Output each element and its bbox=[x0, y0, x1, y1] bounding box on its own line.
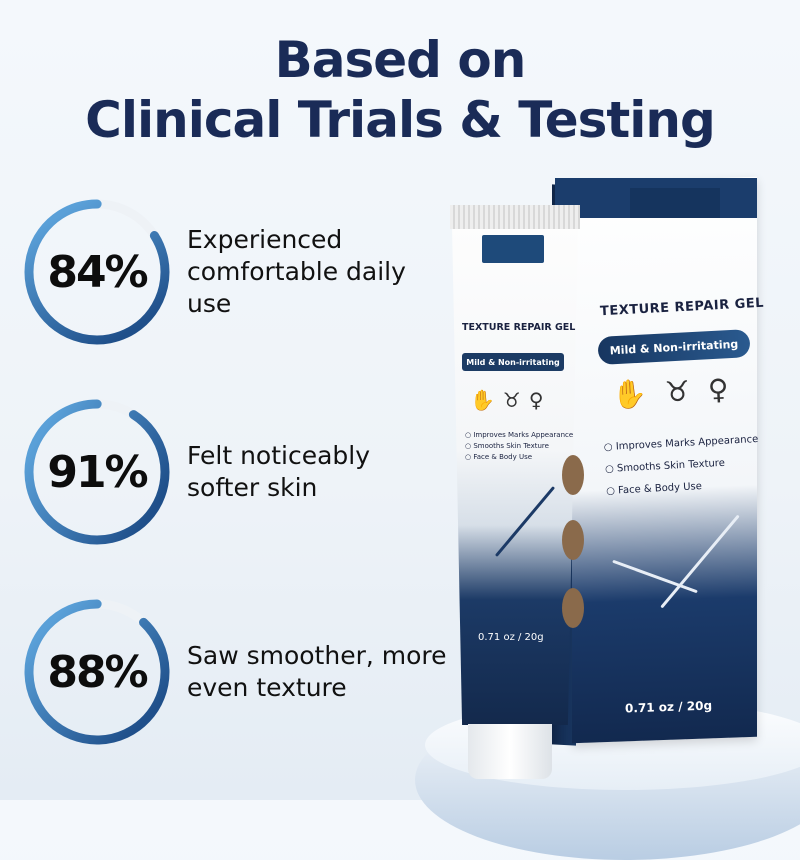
hand-icon: ✋ bbox=[470, 388, 503, 412]
pregnant-body-icon: ♀ bbox=[707, 371, 748, 407]
hand-icon: ✋ bbox=[611, 375, 666, 412]
stat-description: Felt noticeably softer skin bbox=[187, 441, 371, 502]
tube-cap bbox=[468, 724, 552, 779]
box-usage-icons: ✋♉♀ bbox=[611, 372, 747, 412]
stat-item: 91% Felt noticeably softer skin bbox=[22, 397, 402, 547]
gel-swatch bbox=[562, 520, 584, 560]
stat-description: Experienced comfortable daily use bbox=[187, 225, 406, 318]
gel-swatch bbox=[562, 588, 584, 628]
tube-usage-icons: ✋♉♀ bbox=[470, 388, 552, 412]
box-benefits: ○ Improves Marks Appearance ○ Smooths Sk… bbox=[603, 429, 761, 503]
tube-tagline: Mild & Non-irritating bbox=[462, 353, 564, 371]
benefit-item: ○ Improves Marks Appearance bbox=[465, 431, 574, 439]
headline: Based on Clinical Trials & Testing bbox=[0, 30, 800, 150]
hips-icon: ♉ bbox=[664, 373, 709, 409]
progress-ring bbox=[24, 599, 170, 745]
stat-description: Saw smoother, more even texture bbox=[187, 641, 447, 702]
stat-value: 88% bbox=[47, 646, 148, 698]
progress-ring bbox=[24, 399, 170, 545]
progress-ring bbox=[24, 199, 170, 345]
tube-product-name: TEXTURE REPAIR GEL bbox=[462, 322, 576, 333]
box-tab bbox=[630, 188, 720, 218]
gel-swatch bbox=[562, 455, 584, 495]
stat-value: 84% bbox=[47, 246, 148, 298]
tube-crimp bbox=[450, 205, 580, 229]
pregnant-body-icon: ♀ bbox=[528, 388, 552, 412]
tube-window bbox=[482, 235, 544, 263]
benefit-item: ○ Face & Body Use bbox=[465, 453, 533, 461]
hips-icon: ♉ bbox=[502, 388, 529, 412]
stat-item: 84% Experienced comfortable daily use bbox=[22, 197, 406, 347]
stat-value: 91% bbox=[47, 446, 148, 498]
benefit-item: ○ Smooths Skin Texture bbox=[465, 442, 549, 450]
tube-benefits: ○ Improves Marks Appearance ○ Smooths Sk… bbox=[465, 430, 573, 463]
headline-line-2: Clinical Trials & Testing bbox=[85, 91, 716, 149]
product-tube bbox=[452, 225, 578, 725]
headline-line-1: Based on bbox=[274, 31, 527, 89]
tube-weight: 0.71 oz / 20g bbox=[478, 632, 544, 643]
stat-item: 88% Saw smoother, more even texture bbox=[22, 597, 447, 747]
